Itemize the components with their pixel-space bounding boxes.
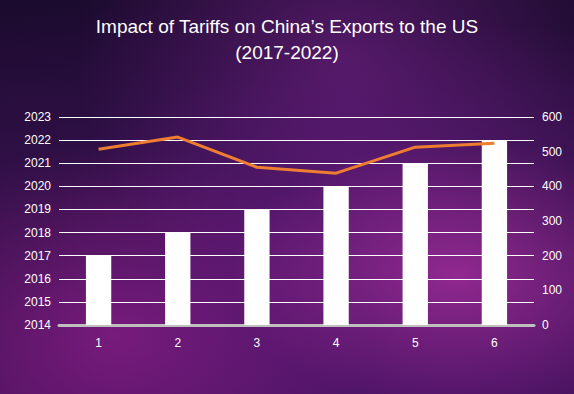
svg-text:2023: 2023 bbox=[24, 110, 51, 124]
svg-text:100: 100 bbox=[542, 283, 562, 297]
svg-text:5: 5 bbox=[412, 336, 419, 350]
svg-text:1: 1 bbox=[95, 336, 102, 350]
svg-text:600: 600 bbox=[542, 110, 562, 124]
svg-text:2021: 2021 bbox=[24, 156, 51, 170]
svg-text:2016: 2016 bbox=[24, 272, 51, 286]
svg-text:2014: 2014 bbox=[24, 318, 51, 332]
svg-text:2018: 2018 bbox=[24, 226, 51, 240]
svg-text:2: 2 bbox=[174, 336, 181, 350]
svg-text:3: 3 bbox=[254, 336, 261, 350]
svg-text:400: 400 bbox=[542, 179, 562, 193]
svg-text:500: 500 bbox=[542, 145, 562, 159]
svg-text:6: 6 bbox=[491, 336, 498, 350]
svg-text:2015: 2015 bbox=[24, 295, 51, 309]
svg-text:2017: 2017 bbox=[24, 249, 51, 263]
svg-text:0: 0 bbox=[542, 318, 549, 332]
svg-text:2022: 2022 bbox=[24, 133, 51, 147]
svg-text:(2017-2022): (2017-2022) bbox=[235, 42, 339, 63]
svg-text:300: 300 bbox=[542, 214, 562, 228]
svg-text:4: 4 bbox=[333, 336, 340, 350]
svg-text:2019: 2019 bbox=[24, 202, 51, 216]
svg-text:2020: 2020 bbox=[24, 179, 51, 193]
svg-text:Impact of Tariffs on China’s E: Impact of Tariffs on China’s Exports to … bbox=[96, 16, 478, 37]
svg-text:200: 200 bbox=[542, 249, 562, 263]
